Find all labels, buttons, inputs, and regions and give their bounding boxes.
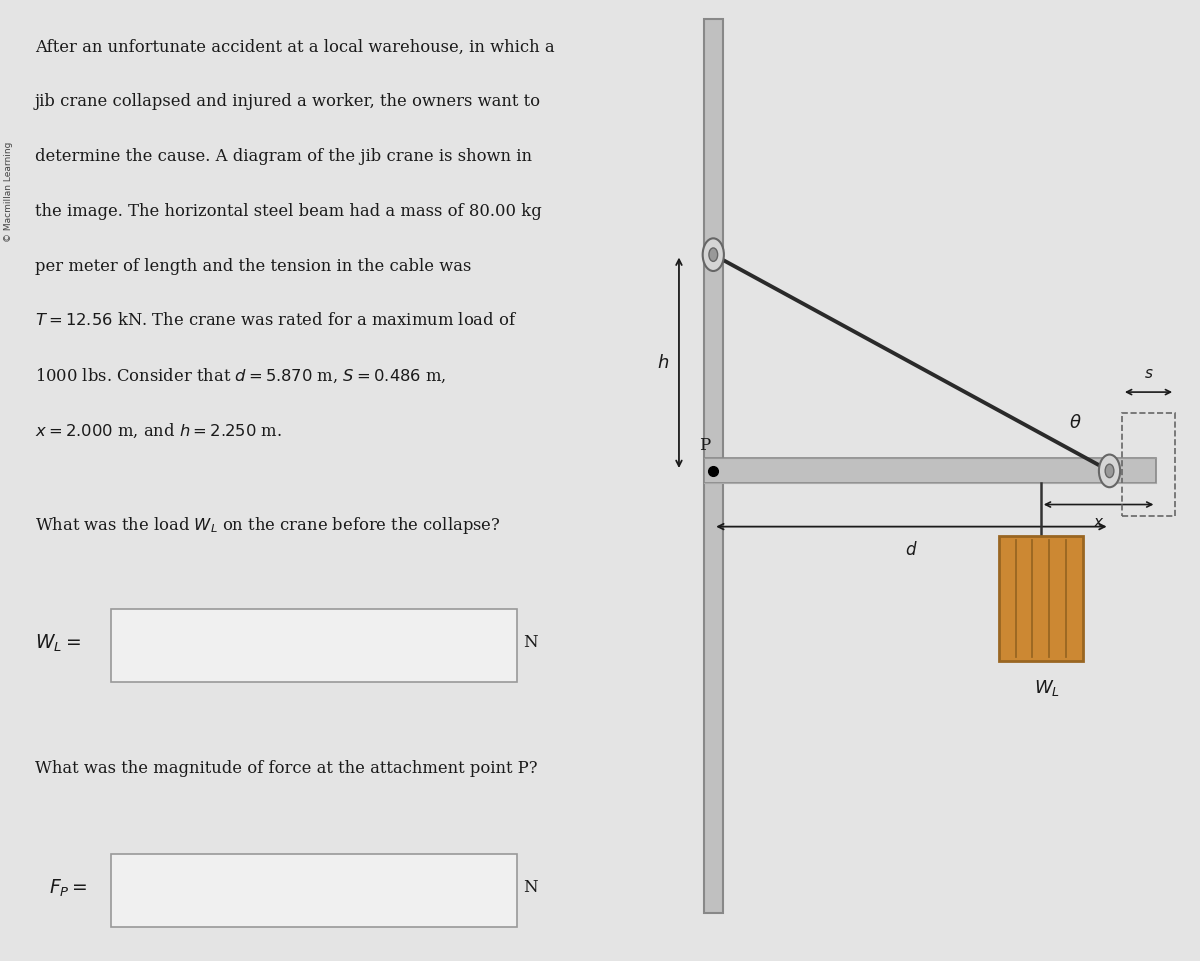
- Text: $x = 2.000$ m, and $h = 2.250$ m.: $x = 2.000$ m, and $h = 2.250$ m.: [35, 422, 282, 440]
- Text: $W_L$: $W_L$: [1034, 678, 1060, 699]
- Text: jib crane collapsed and injured a worker, the owners want to: jib crane collapsed and injured a worker…: [35, 93, 541, 111]
- Text: $\theta$: $\theta$: [1069, 414, 1081, 431]
- Circle shape: [709, 248, 718, 261]
- Text: N: N: [523, 879, 538, 897]
- Circle shape: [1105, 464, 1114, 478]
- Text: 1000 lbs. Consider that $d = 5.870$ m, $S = 0.486$ m,: 1000 lbs. Consider that $d = 5.870$ m, $…: [35, 367, 446, 385]
- Text: the image. The horizontal steel beam had a mass of 80.00 kg: the image. The horizontal steel beam had…: [35, 203, 541, 220]
- Text: $W_L =$: $W_L =$: [35, 632, 80, 653]
- FancyBboxPatch shape: [110, 854, 517, 927]
- Text: What was the magnitude of force at the attachment point P?: What was the magnitude of force at the a…: [35, 760, 538, 777]
- Text: $d$: $d$: [905, 541, 918, 559]
- Text: per meter of length and the tension in the cable was: per meter of length and the tension in t…: [35, 258, 472, 275]
- Bar: [704, 458, 1157, 483]
- Text: © Macmillan Learning: © Macmillan Learning: [5, 142, 13, 242]
- Bar: [998, 536, 1084, 661]
- Text: $F_P =$: $F_P =$: [49, 877, 88, 899]
- Text: N: N: [523, 634, 538, 652]
- Text: $T = 12.56$ kN. The crane was rated for a maximum load of: $T = 12.56$ kN. The crane was rated for …: [35, 312, 517, 330]
- Text: determine the cause. A diagram of the jib crane is shown in: determine the cause. A diagram of the ji…: [35, 148, 532, 165]
- Text: P: P: [698, 436, 710, 454]
- Text: After an unfortunate accident at a local warehouse, in which a: After an unfortunate accident at a local…: [35, 38, 554, 56]
- Text: What was the load $W_L$ on the crane before the collapse?: What was the load $W_L$ on the crane bef…: [35, 515, 500, 536]
- Text: $s$: $s$: [1144, 366, 1153, 381]
- Circle shape: [1099, 455, 1120, 487]
- Bar: [1122, 413, 1175, 516]
- Bar: [704, 19, 722, 913]
- FancyBboxPatch shape: [110, 609, 517, 682]
- Text: $h$: $h$: [658, 354, 670, 372]
- Text: $x$: $x$: [1093, 516, 1104, 530]
- Circle shape: [703, 238, 724, 271]
